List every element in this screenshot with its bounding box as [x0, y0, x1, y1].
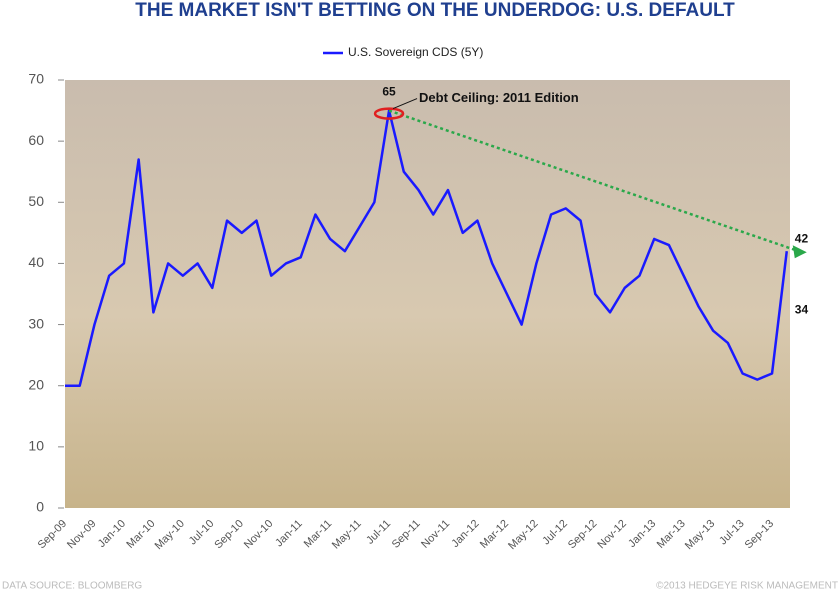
- annotation-value: 65: [382, 85, 396, 99]
- y-tick-label: 30: [28, 315, 44, 331]
- copyright: ©2013 HEDGEYE RISK MANAGEMENT: [656, 581, 838, 592]
- source: DATA SOURCE: BLOOMBERG: [2, 581, 142, 592]
- legend-label: U.S. Sovereign CDS (5Y): [348, 45, 483, 59]
- x-tick-label: Mar-11: [302, 518, 335, 551]
- annotation-value: 42: [795, 231, 809, 245]
- x-tick-label: Sep-12: [566, 518, 600, 552]
- highlight-ring: [373, 107, 405, 120]
- chart-title: THE MARKET ISN'T BETTING ON THE UNDERDOG…: [135, 0, 735, 21]
- annotation-leader: [392, 98, 418, 110]
- y-tick-label: 60: [28, 132, 44, 148]
- x-tick-label: Sep-10: [212, 518, 246, 552]
- x-tick-label: Nov-12: [595, 518, 629, 552]
- x-tick-label: May-12: [506, 518, 540, 552]
- x-tick-label: Sep-13: [743, 518, 777, 552]
- trend-arrowhead: [792, 245, 807, 259]
- x-tick-label: Mar-12: [478, 518, 511, 551]
- x-tick-label: Sep-11: [390, 518, 423, 551]
- x-tick-label: Nov-10: [242, 518, 276, 552]
- x-tick-label: Sep-09: [36, 518, 70, 552]
- y-tick-label: 50: [28, 193, 44, 209]
- x-tick-label: Mar-10: [124, 518, 157, 551]
- x-tick-label: May-10: [153, 518, 187, 552]
- y-tick-label: 10: [28, 438, 44, 454]
- y-tick-label: 0: [36, 499, 44, 515]
- x-tick-label: Jan-10: [96, 518, 128, 550]
- y-tick-label: 40: [28, 254, 44, 270]
- x-tick-label: Jan-12: [449, 518, 481, 550]
- x-tick-label: Jan-11: [273, 518, 305, 550]
- x-tick-label: May-11: [330, 518, 364, 552]
- plot-background: [65, 80, 790, 508]
- annotation-value: 34: [795, 302, 809, 316]
- annotation: Debt Ceiling: 2011 Edition: [419, 90, 579, 105]
- x-tick-label: May-13: [683, 518, 717, 552]
- x-tick-label: Nov-11: [419, 518, 452, 551]
- x-tick-label: Mar-13: [655, 518, 688, 551]
- y-tick-label: 20: [28, 376, 44, 392]
- x-tick-label: Nov-09: [65, 518, 99, 552]
- y-tick-label: 70: [28, 71, 44, 87]
- x-tick-label: Jan-13: [626, 518, 658, 550]
- data-line: [65, 109, 789, 387]
- trend-arrow: [388, 109, 800, 253]
